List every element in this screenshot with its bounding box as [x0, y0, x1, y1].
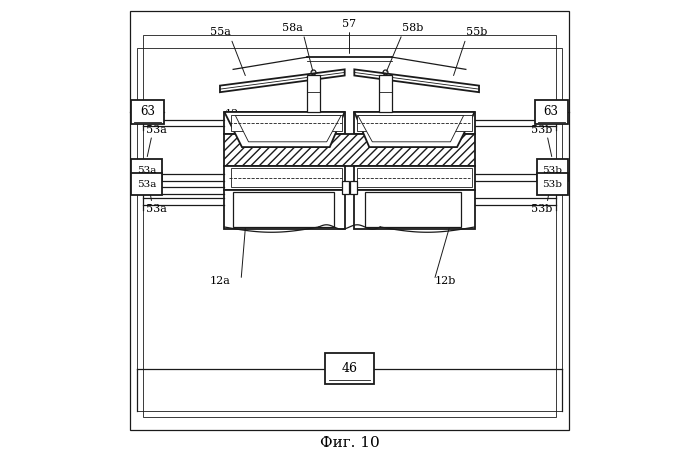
Bar	[354, 112, 475, 134]
Bar	[231, 115, 342, 131]
Bar	[350, 181, 357, 194]
Text: 53b: 53b	[542, 180, 562, 189]
Bar	[131, 173, 162, 195]
Text: 12b: 12b	[435, 276, 456, 286]
Text: 53a: 53a	[146, 204, 167, 214]
Text: 53b: 53b	[531, 204, 553, 214]
Polygon shape	[358, 115, 463, 142]
Bar	[357, 115, 472, 131]
Text: Фиг. 10: Фиг. 10	[319, 437, 380, 450]
Bar	[131, 100, 164, 124]
Text: 57: 57	[343, 18, 356, 29]
Bar	[131, 159, 162, 181]
Bar	[136, 48, 563, 410]
Bar	[143, 35, 556, 417]
Bar	[357, 168, 472, 187]
Text: 12b: 12b	[446, 114, 468, 124]
Text: 55b: 55b	[466, 27, 487, 37]
Bar	[537, 173, 568, 195]
Polygon shape	[224, 112, 345, 147]
Bar	[325, 354, 374, 384]
Bar	[380, 75, 391, 112]
Text: 53a: 53a	[137, 166, 157, 175]
Text: 63: 63	[140, 106, 155, 118]
Bar	[366, 192, 461, 226]
Polygon shape	[354, 69, 479, 92]
Bar	[342, 181, 349, 194]
Text: 12a: 12a	[224, 109, 245, 119]
Bar	[233, 192, 333, 226]
Text: 53a: 53a	[137, 180, 157, 189]
Bar	[354, 165, 475, 189]
Polygon shape	[236, 115, 341, 142]
Polygon shape	[354, 112, 475, 147]
Text: 53b: 53b	[531, 125, 553, 135]
Polygon shape	[220, 69, 345, 92]
Text: 53a: 53a	[146, 125, 167, 135]
Text: 58a: 58a	[282, 23, 303, 33]
Bar	[537, 159, 568, 181]
Bar	[224, 112, 345, 134]
Text: 63: 63	[544, 106, 559, 118]
Bar	[231, 168, 342, 187]
Bar	[224, 165, 345, 189]
Text: 46: 46	[342, 362, 357, 375]
Text: 58b: 58b	[403, 23, 424, 33]
Text: 55a: 55a	[210, 27, 231, 37]
Bar	[224, 189, 345, 229]
Text: 12a: 12a	[210, 276, 231, 286]
Bar	[308, 75, 319, 112]
Bar	[535, 100, 568, 124]
Bar	[354, 189, 475, 229]
Bar	[224, 134, 475, 165]
Text: 53b: 53b	[542, 166, 562, 175]
